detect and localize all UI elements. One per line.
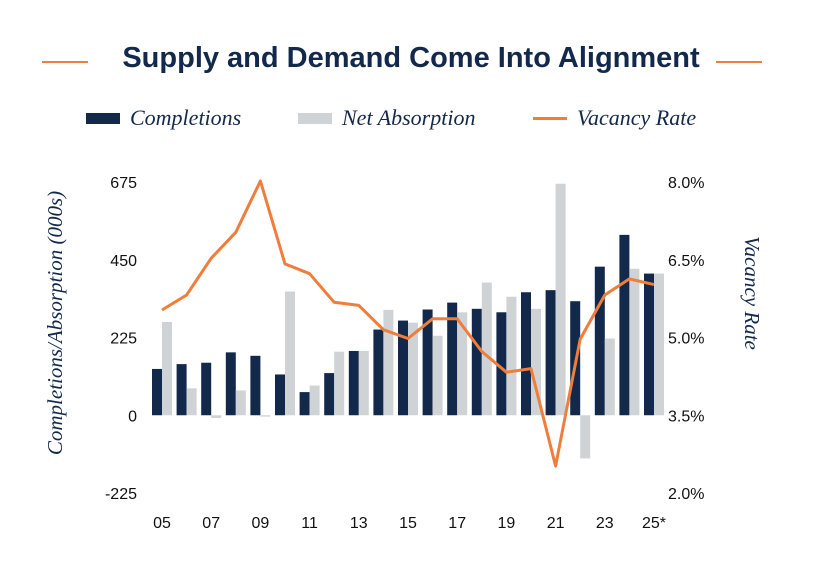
- legend-label-completions: Completions: [130, 105, 242, 130]
- x-tick-13: 13: [350, 515, 368, 532]
- x-tick-25: 25*: [642, 515, 666, 532]
- legend-label-vacancy-rate: Vacancy Rate: [577, 105, 697, 130]
- bar-net-absorption-18: [481, 282, 492, 416]
- y-left-tick-3: 0: [128, 408, 137, 425]
- bar-completions-06: [176, 364, 187, 416]
- x-tick-09: 09: [252, 515, 270, 532]
- bar-completions-15: [398, 320, 408, 416]
- bar-net-absorption-10: [285, 291, 295, 416]
- bar-net-absorption-14: [383, 309, 394, 416]
- bar-completions-09: [250, 355, 261, 416]
- bar-completions-05: [152, 368, 162, 416]
- bar-completions-21: [545, 290, 556, 416]
- legend-item-completions: Completions: [86, 104, 241, 132]
- x-tick-05: 05: [153, 515, 171, 532]
- bar-completions-16: [422, 309, 433, 416]
- y-left-tick-0: 675: [110, 175, 137, 192]
- bar-net-absorption-24: [629, 268, 640, 416]
- legend-label-net-absorption: Net Absorption: [342, 105, 476, 130]
- bar-net-absorption-15: [408, 322, 418, 416]
- chart-legend: Completions Net Absorption Vacancy Rate: [0, 104, 822, 132]
- chart-title-row: Supply and Demand Come Into Alignment: [0, 40, 822, 84]
- bar-net-absorption-05: [162, 321, 172, 416]
- y-right-tick-3: 3.5%: [668, 408, 704, 425]
- y-right-axis-title: Vacancy Rate: [740, 236, 764, 350]
- bar-completions-19: [496, 312, 507, 416]
- bar-completions-14: [373, 329, 384, 416]
- bar-completions-17: [447, 302, 458, 416]
- legend-item-vacancy-rate: Vacancy Rate: [533, 104, 696, 132]
- x-tick-11: 11: [301, 515, 318, 532]
- y-left-tick-1: 450: [110, 253, 137, 270]
- y-right-tick-1: 6.5%: [668, 253, 704, 270]
- bar-net-absorption-12: [334, 351, 345, 416]
- x-tick-21: 21: [547, 515, 565, 532]
- x-tick-07: 07: [202, 515, 220, 532]
- line-vacancy-rate: [161, 179, 655, 468]
- chart-title: Supply and Demand Come Into Alignment: [122, 42, 700, 74]
- bar-completions-20: [521, 292, 531, 416]
- y-right-tick-4: 2.0%: [668, 486, 704, 503]
- bar-completions-08: [225, 352, 236, 416]
- title-left-rule: [42, 61, 88, 63]
- bar-completions-23: [594, 266, 605, 416]
- y-right-tick-2: 5.0%: [668, 331, 704, 348]
- x-tick-19: 19: [498, 515, 516, 532]
- bar-completions-24: [619, 234, 630, 416]
- x-tick-17: 17: [448, 515, 466, 532]
- bar-net-absorption-07: [211, 415, 222, 419]
- bar-net-absorption-19: [506, 296, 517, 416]
- x-tick-23: 23: [596, 515, 614, 532]
- bar-completions-25: [644, 273, 654, 416]
- bar-net-absorption-06: [186, 388, 197, 416]
- legend-swatch-completions: [86, 112, 120, 124]
- y-right-tick-0: 8.0%: [668, 175, 704, 192]
- bar-net-absorption-21: [555, 183, 566, 416]
- bar-net-absorption-08: [235, 390, 246, 416]
- legend-item-net-absorption: Net Absorption: [298, 104, 475, 132]
- bar-net-absorption-13: [358, 350, 369, 416]
- legend-swatch-vacancy-rate: [533, 116, 567, 120]
- bar-net-absorption-17: [457, 312, 468, 416]
- y-left-tick-4: -225: [105, 486, 137, 503]
- bar-completions-13: [348, 350, 359, 416]
- bar-completions-10: [275, 374, 285, 416]
- bar-net-absorption-16: [432, 335, 443, 416]
- x-tick-15: 15: [399, 515, 417, 532]
- bar-completions-07: [201, 362, 212, 416]
- bar-completions-11: [299, 392, 310, 416]
- bar-net-absorption-09: [260, 415, 271, 417]
- legend-swatch-net-absorption: [298, 112, 332, 124]
- title-right-rule: [716, 61, 762, 63]
- bar-net-absorption-25: [654, 273, 664, 416]
- y-left-axis-title: Completions/Absorption (000s): [43, 191, 67, 455]
- bar-completions-18: [471, 308, 482, 416]
- bar-net-absorption-20: [531, 308, 541, 416]
- bar-net-absorption-23: [604, 338, 615, 416]
- bar-net-absorption-22: [580, 415, 591, 459]
- bar-net-absorption-11: [309, 385, 320, 416]
- bar-completions-12: [324, 373, 335, 416]
- y-left-tick-2: 225: [110, 331, 137, 348]
